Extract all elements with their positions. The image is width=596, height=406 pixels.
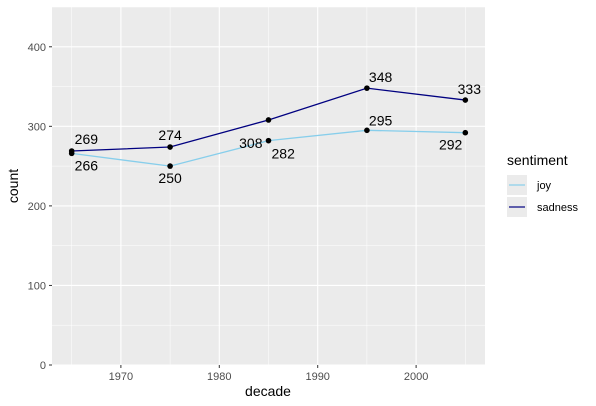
- data-label-sadness: 348: [369, 69, 393, 85]
- data-label-sadness: 333: [458, 81, 482, 97]
- x-tick-label: 1970: [109, 371, 133, 383]
- legend-label-joy: joy: [536, 180, 552, 192]
- y-tick-label: 0: [40, 360, 46, 372]
- y-tick-label: 200: [28, 201, 46, 213]
- data-label-joy: 292: [439, 137, 463, 153]
- data-label-sadness: 308: [239, 135, 263, 151]
- data-label-joy: 250: [158, 170, 182, 186]
- x-tick-label: 1990: [305, 371, 329, 383]
- data-labels: 266 269 250 274 282 308 295 348 292 333: [75, 69, 482, 186]
- y-axis-title: count: [5, 169, 21, 203]
- data-label-joy: 295: [369, 112, 393, 128]
- data-label-sadness: 274: [158, 127, 182, 143]
- x-tick-label: 1980: [207, 371, 231, 383]
- gridlines: [52, 6, 485, 366]
- legend-label-sadness: sadness: [537, 202, 578, 214]
- y-tick-label: 400: [28, 42, 46, 54]
- data-point-joy: [265, 137, 272, 144]
- x-axis: 1970 1980 1990 2000: [109, 365, 428, 383]
- x-axis-title: decade: [245, 383, 291, 399]
- data-point-joy: [167, 163, 173, 169]
- legend: sentiment joy sadness: [507, 152, 578, 217]
- data-point-sadness: [364, 85, 370, 91]
- data-label-joy: 282: [272, 146, 296, 162]
- data-point-sadness: [167, 144, 173, 150]
- data-points: [68, 85, 469, 169]
- x-tick-label: 2000: [404, 371, 428, 383]
- y-axis: 0 100 200 300 400: [28, 42, 52, 372]
- data-point-joy: [364, 127, 370, 134]
- data-point-sadness: [68, 148, 75, 154]
- legend-title: sentiment: [507, 152, 568, 168]
- data-point-sadness: [265, 117, 272, 123]
- y-tick-label: 300: [28, 121, 46, 133]
- y-tick-label: 100: [28, 280, 46, 292]
- data-label-joy: 266: [75, 157, 99, 173]
- data-label-sadness: 269: [75, 131, 99, 147]
- data-point-joy: [462, 129, 469, 136]
- data-point-sadness: [462, 97, 469, 103]
